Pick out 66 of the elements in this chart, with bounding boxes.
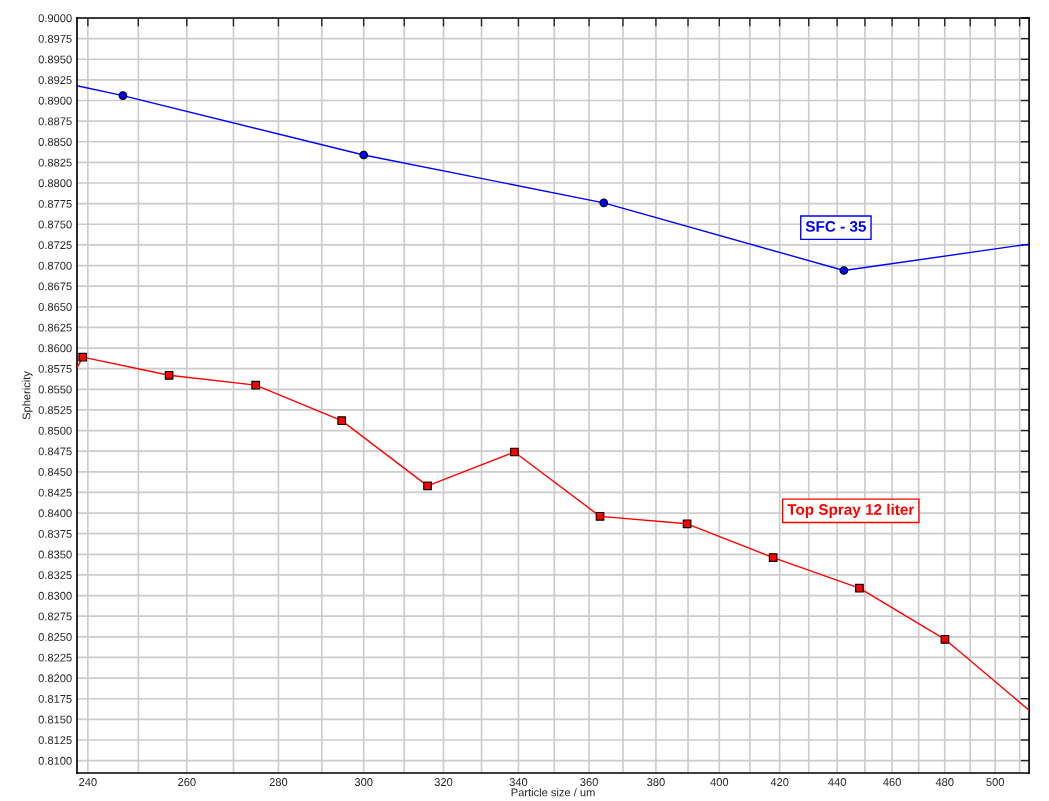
x-tick-label: 420 — [770, 778, 789, 786]
x-tick-label: 360 — [580, 778, 598, 786]
point — [940, 634, 950, 644]
y-tick-label: 0.8325 — [38, 571, 72, 580]
y-tick-label: 0.8700 — [38, 261, 72, 270]
x-tick-label: 340 — [509, 778, 528, 786]
series-label: SFC - 35 — [805, 221, 867, 232]
y-tick-label: 0.8775 — [38, 199, 72, 208]
x-tick-label: 400 — [710, 778, 729, 786]
point — [337, 416, 347, 426]
y-tick-label: 0.8225 — [38, 653, 72, 662]
y-tick-label: 0.8850 — [38, 138, 72, 146]
x-tick-label: 500 — [986, 778, 1005, 786]
y-tick-label: 0.8825 — [38, 158, 72, 167]
x-tick-label: 300 — [354, 778, 373, 786]
y-tick-label: 0.8550 — [38, 385, 72, 394]
y-tick-label: 0.8275 — [38, 612, 72, 621]
x-tick-label: 280 — [269, 778, 288, 786]
y-tick-label: 0.8925 — [38, 76, 72, 85]
y-tick-label: 0.8475 — [38, 447, 72, 456]
y-tick-label: 0.8425 — [38, 488, 72, 497]
y-tick-label: 0.8125 — [38, 736, 72, 745]
y-tick-label: 0.8400 — [38, 509, 72, 518]
y-tick-label: 0.8500 — [38, 426, 72, 435]
x-tick-label: 240 — [79, 778, 97, 786]
y-tick-label: 0.8750 — [38, 220, 72, 229]
x-tick-label: 460 — [883, 778, 901, 786]
text: Top Spray 12 liter — [787, 503, 915, 518]
y-tick-label: 0.8950 — [38, 55, 72, 64]
y-tick-label: 0.8100 — [38, 756, 72, 765]
point — [510, 447, 519, 457]
y-tick-label: 0.8675 — [38, 282, 72, 291]
y-tick-label: 0.9000 — [38, 14, 72, 23]
y-tick-label: 0.8600 — [38, 344, 72, 353]
y-tick-label: 0.8725 — [38, 241, 72, 250]
y-tick-label: 0.8650 — [38, 303, 72, 311]
y-tick-label: 0.8150 — [38, 715, 72, 724]
y-tick-label: 0.8175 — [38, 694, 72, 703]
point — [768, 553, 778, 562]
y-tick-label: 0.8375 — [38, 529, 72, 538]
y-tick-label: 0.8575 — [38, 364, 72, 373]
y-tick-label: 0.8625 — [38, 323, 72, 332]
y-tick-label: 0.8875 — [38, 117, 72, 126]
point — [682, 519, 692, 529]
point — [595, 512, 605, 521]
point — [423, 481, 432, 491]
x-tick-label: 320 — [434, 778, 453, 786]
y-tick-label: 0.8800 — [38, 179, 72, 188]
point — [164, 370, 174, 380]
x-axis-title: Particle size / um — [511, 788, 595, 797]
point — [855, 583, 864, 593]
y-tick-label: 0.8200 — [38, 674, 72, 683]
point — [78, 352, 88, 362]
x-tick-label: 260 — [178, 778, 196, 786]
y-tick-label: 0.8300 — [38, 591, 72, 600]
x-tick-label: 480 — [935, 778, 954, 786]
point — [251, 380, 261, 390]
x-tick-label: 380 — [647, 778, 665, 786]
y-tick-label: 0.8450 — [38, 468, 72, 476]
y-tick-label: 0.8900 — [38, 96, 72, 105]
y-tick-label: 0.8975 — [38, 34, 72, 43]
y-axis-title: Sphericity — [22, 371, 33, 420]
y-tick-label: 0.8250 — [38, 633, 72, 641]
y-tick-label: 0.8350 — [38, 550, 72, 559]
y-tick-label: 0.8525 — [38, 406, 72, 415]
x-tick-label: 440 — [828, 778, 846, 786]
